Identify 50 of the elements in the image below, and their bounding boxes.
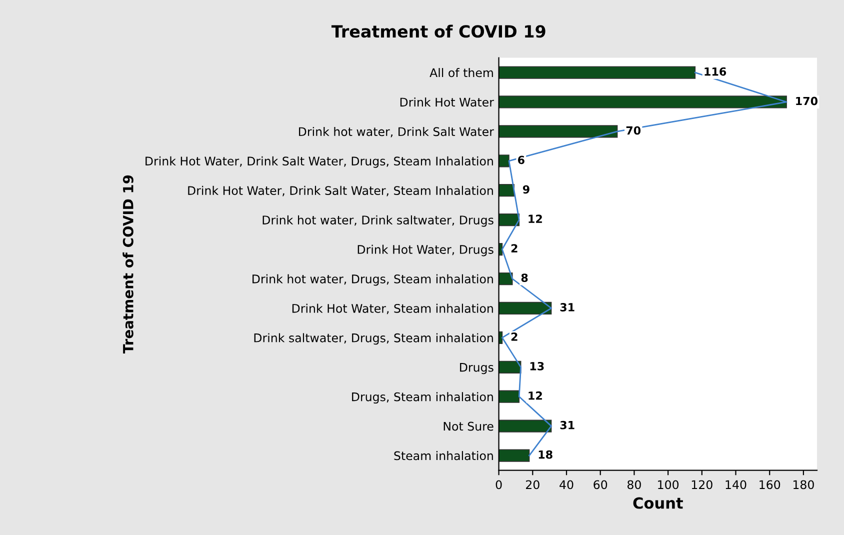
y-tick-label: Drink Hot Water, Steam inhalation bbox=[292, 304, 493, 314]
data-label: 12 bbox=[528, 214, 542, 223]
bar bbox=[498, 302, 552, 315]
x-tick-label: 60 bbox=[594, 480, 608, 490]
y-tick-label: Drink saltwater, Drugs, Steam inhalation bbox=[254, 333, 493, 345]
bar bbox=[498, 449, 530, 462]
x-tick-label: 180 bbox=[793, 480, 814, 490]
y-tick-label: Not Sure bbox=[444, 422, 494, 431]
chart-title: Treatment of COVID 19 bbox=[331, 24, 546, 38]
y-tick-label: All of them bbox=[430, 68, 493, 78]
data-label: 6 bbox=[518, 156, 524, 164]
data-label: 13 bbox=[530, 362, 544, 370]
y-tick-label: Drink Hot Water, Drink Salt Water, Steam Inhalation bbox=[188, 186, 493, 196]
x-tick-label: 20 bbox=[526, 480, 540, 490]
y-tick-label: Drink hot water, Drink Salt Water bbox=[299, 126, 494, 138]
x-tick-label: 0 bbox=[496, 480, 502, 490]
x-tick-label: 120 bbox=[692, 480, 712, 490]
data-label: 116 bbox=[704, 67, 726, 76]
data-label: 31 bbox=[560, 420, 574, 430]
bar bbox=[498, 272, 513, 286]
data-label: 8 bbox=[521, 274, 528, 282]
bar bbox=[498, 96, 787, 108]
y-tick-label: Drink hot water, Drugs, Steam inhalation bbox=[252, 274, 493, 286]
data-label: 9 bbox=[522, 185, 530, 194]
data-label: 2 bbox=[511, 244, 518, 252]
data-label: 18 bbox=[538, 450, 552, 459]
y-tick-label: Drugs, Steam inhalation bbox=[352, 392, 493, 404]
y-tick-label: Drink hot water, Drink saltwater, Drugs bbox=[262, 215, 494, 227]
data-label: 70 bbox=[626, 126, 641, 135]
x-axis-title: Count bbox=[633, 497, 683, 509]
bar bbox=[498, 154, 510, 168]
bar bbox=[498, 66, 696, 79]
y-tick-label: Steam inhalation bbox=[394, 451, 493, 460]
y-tick-label: Drugs bbox=[460, 363, 494, 374]
x-tick-label: 100 bbox=[658, 480, 679, 490]
bar bbox=[498, 420, 552, 432]
bar bbox=[498, 125, 618, 138]
x-tick-label: 140 bbox=[726, 480, 746, 490]
y-tick-label: Drink Hot Water, Drink Salt Water, Drugs, Steam Inhalation bbox=[146, 156, 493, 168]
y-axis-title: Treatment of COVID 19 bbox=[122, 175, 134, 354]
x-tick-label: 80 bbox=[627, 480, 641, 490]
bar bbox=[498, 390, 520, 403]
x-tick-label: 40 bbox=[560, 480, 574, 490]
y-tick-label: Drink Hot Water bbox=[400, 97, 494, 107]
data-label: 2 bbox=[511, 332, 518, 341]
data-label: 31 bbox=[560, 303, 574, 312]
y-tick-label: Drink Hot Water, Drugs bbox=[358, 244, 494, 256]
x-tick-label: 160 bbox=[760, 480, 780, 490]
data-label: 170 bbox=[796, 96, 818, 106]
data-label: 12 bbox=[528, 391, 542, 400]
